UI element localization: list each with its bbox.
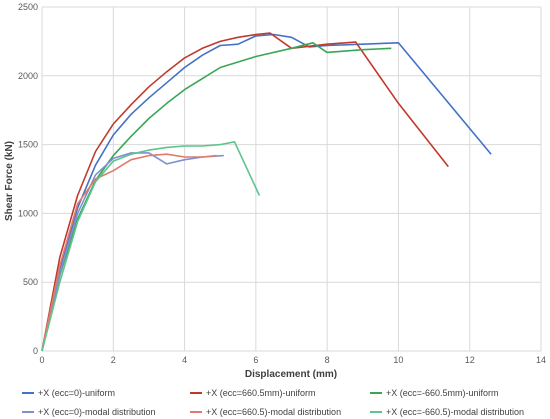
legend-swatch — [22, 391, 34, 394]
x-tick-label: 14 — [536, 355, 546, 365]
legend-label: +X (ecc=660.5mm)-uniform — [206, 387, 316, 398]
y-tick-label: 0 — [33, 346, 38, 356]
y-tick-label: 1500 — [18, 140, 38, 150]
legend-swatch — [370, 391, 382, 394]
series-layer — [41, 32, 492, 352]
legend: +X (ecc=0)-uniform +X (ecc=660.5mm)-unifo… — [22, 385, 550, 419]
y-axis-title: Shear Force (kN) — [4, 141, 15, 221]
legend-item-5: +X (ecc=660.5)-modal distribution — [190, 404, 370, 419]
legend-swatch — [190, 391, 202, 394]
x-tick-label: 8 — [325, 355, 330, 365]
y-tick-label: 500 — [23, 277, 38, 287]
x-tick-label: 0 — [39, 355, 44, 365]
legend-item-6: +X (ecc=-660.5)-modal distribution — [370, 404, 550, 419]
y-tick-label: 1000 — [18, 208, 38, 218]
x-tick-label: 12 — [465, 355, 475, 365]
legend-swatch — [190, 410, 202, 413]
x-tick-label: 4 — [182, 355, 187, 365]
chart-area: 0 2 4 6 8 10 12 14 0 500 1000 1500 2000 2500 Displac… — [4, 2, 546, 380]
legend-item-2: +X (ecc=660.5mm)-uniform — [190, 385, 370, 400]
x-tick-label: 6 — [253, 355, 258, 365]
series-line-1 — [41, 33, 492, 352]
y-tick-label: 2500 — [18, 2, 38, 12]
y-tick-label: 2000 — [18, 71, 38, 81]
legend-label: +X (ecc=660.5)-modal distribution — [206, 406, 342, 417]
series-line-2 — [41, 32, 449, 352]
legend-label: +X (ecc=-660.5)-modal distribution — [386, 406, 525, 417]
legend-item-4: +X (ecc=0)-modal distribution — [22, 404, 190, 419]
legend-label: +X (ecc=-660.5mm)-uniform — [386, 387, 499, 398]
x-tick-labels: 0 2 4 6 8 10 12 14 — [39, 355, 546, 365]
legend-swatch — [370, 410, 382, 413]
series-line-6 — [41, 141, 261, 352]
legend-item-1: +X (ecc=0)-uniform — [22, 385, 190, 400]
series-line-4 — [41, 152, 224, 352]
series-line-3 — [41, 41, 392, 352]
legend-item-3: +X (ecc=-660.5mm)-uniform — [370, 385, 550, 400]
y-tick-labels: 0 500 1000 1500 2000 2500 — [18, 2, 38, 356]
legend-swatch — [22, 410, 34, 413]
gridlines — [41, 6, 542, 352]
x-tick-label: 10 — [393, 355, 403, 365]
series-line-5 — [41, 153, 217, 352]
x-axis-title: Displacement (mm) — [245, 369, 337, 380]
x-tick-label: 2 — [111, 355, 116, 365]
legend-label: +X (ecc=0)-uniform — [38, 387, 116, 398]
legend-label: +X (ecc=0)-modal distribution — [38, 406, 156, 417]
